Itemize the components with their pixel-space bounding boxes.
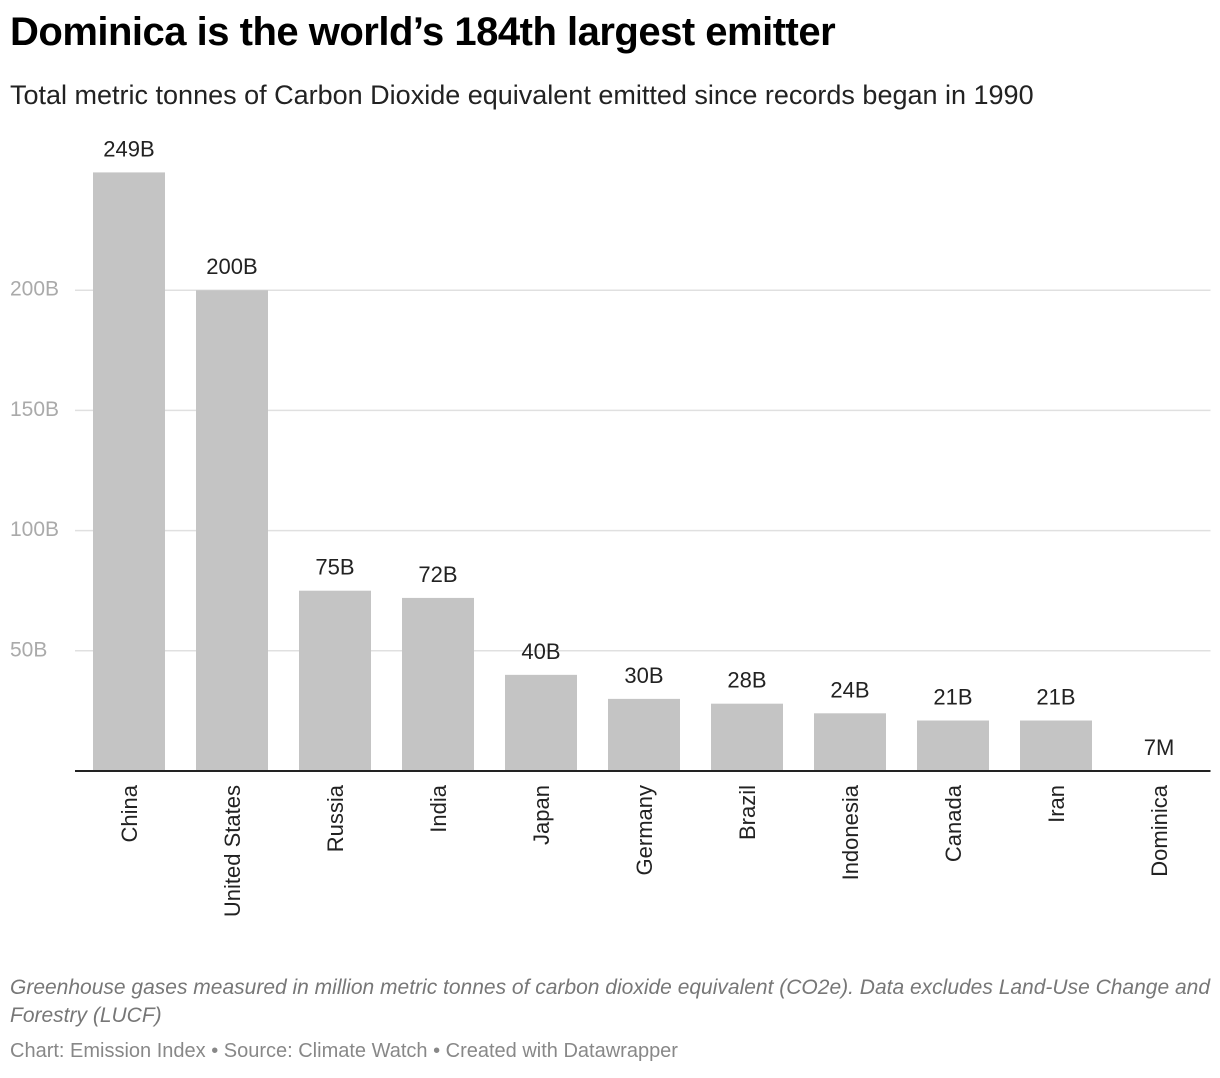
value-label: 75B [315,555,354,580]
value-label: 40B [521,639,560,664]
y-tick-label: 150B [10,398,59,421]
bar [814,713,886,771]
value-label: 249B [103,136,154,161]
bar [1020,720,1092,771]
bar [402,597,474,771]
value-label: 28B [727,668,766,693]
x-tick-label: Germany [632,785,657,875]
x-tick-label: Indonesia [838,784,863,880]
bar [711,703,783,771]
x-tick-label: China [117,784,142,842]
x-tick-label: Dominica [1147,784,1172,876]
value-label: 72B [418,562,457,587]
bar [917,720,989,771]
chart-subtitle: Total metric tonnes of Carbon Dioxide eq… [10,80,1034,110]
chart-title: Dominica is the world’s 184th largest em… [10,10,836,54]
x-tick-label: United States [220,785,245,917]
x-tick-label: Canada [941,784,966,862]
value-label: 21B [933,685,972,710]
x-tick-label: Japan [529,785,554,845]
value-label: 30B [624,663,663,688]
chart-source: Chart: Emission Index • Source: Climate … [10,1040,678,1062]
bar [505,674,577,771]
bar [608,698,680,771]
value-label: 21B [1036,685,1075,710]
chart-notes: Greenhouse gases measured in million met… [10,976,1211,1027]
y-tick-label: 100B [10,518,59,541]
bar [93,172,165,772]
bar [299,590,371,771]
y-tick-label: 200B [10,278,59,301]
y-tick-label: 50B [10,638,47,661]
x-tick-label: Iran [1044,785,1069,823]
value-label: 24B [830,677,869,702]
bar [196,290,268,771]
x-tick-label: Brazil [735,785,760,840]
x-tick-label: India [426,784,451,832]
value-label: 7M [1144,735,1175,760]
value-label: 200B [206,254,257,279]
x-tick-label: Russia [323,784,348,852]
